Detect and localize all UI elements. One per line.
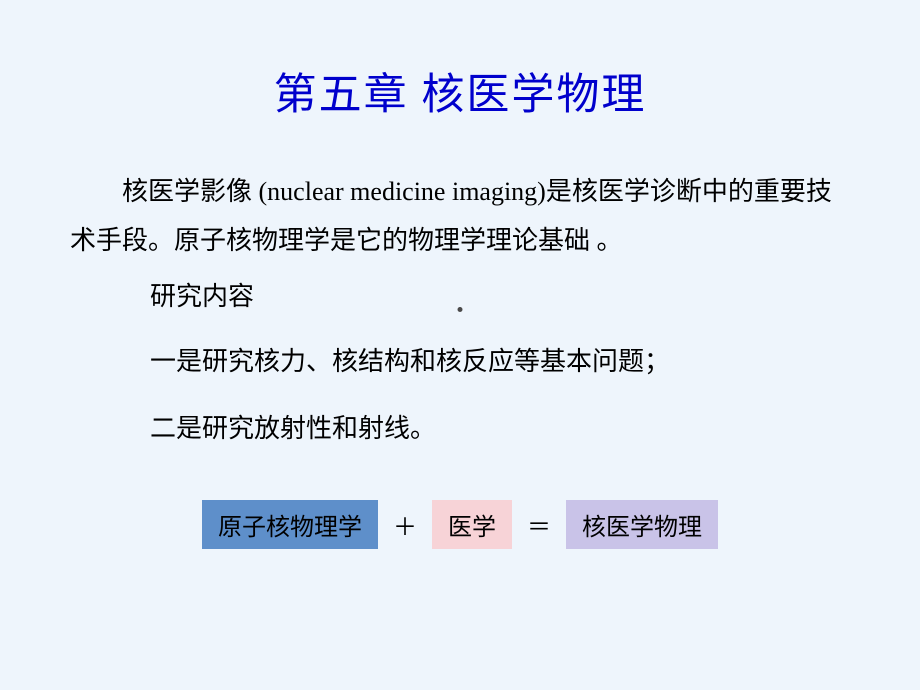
content-line-1: 一是研究核力、核结构和核反应等基本问题；: [150, 341, 850, 378]
equation-box-1: 原子核物理学: [202, 500, 378, 549]
subheading: 研究内容: [150, 276, 850, 313]
equation-box-3: 核医学物理: [566, 500, 718, 549]
slide-container: 第五章 核医学物理 核医学影像 (nuclear medicine imagin…: [0, 0, 920, 690]
paragraph-english: (nuclear medicine imaging): [259, 177, 546, 206]
equation-row: 原子核物理学 ＋ 医学 ＝ 核医学物理: [70, 500, 850, 549]
equation-box-2: 医学: [432, 500, 512, 549]
intro-paragraph: 核医学影像 (nuclear medicine imaging)是核医学诊断中的…: [70, 167, 850, 266]
paragraph-text-1: 核医学影像: [122, 177, 259, 206]
slide-title: 第五章 核医学物理: [70, 60, 850, 122]
equation-plus: ＋: [393, 507, 417, 542]
content-line-2: 二是研究放射性和射线。: [150, 408, 850, 445]
equation-equals: ＝: [527, 507, 551, 542]
center-dot-icon: [458, 307, 463, 312]
